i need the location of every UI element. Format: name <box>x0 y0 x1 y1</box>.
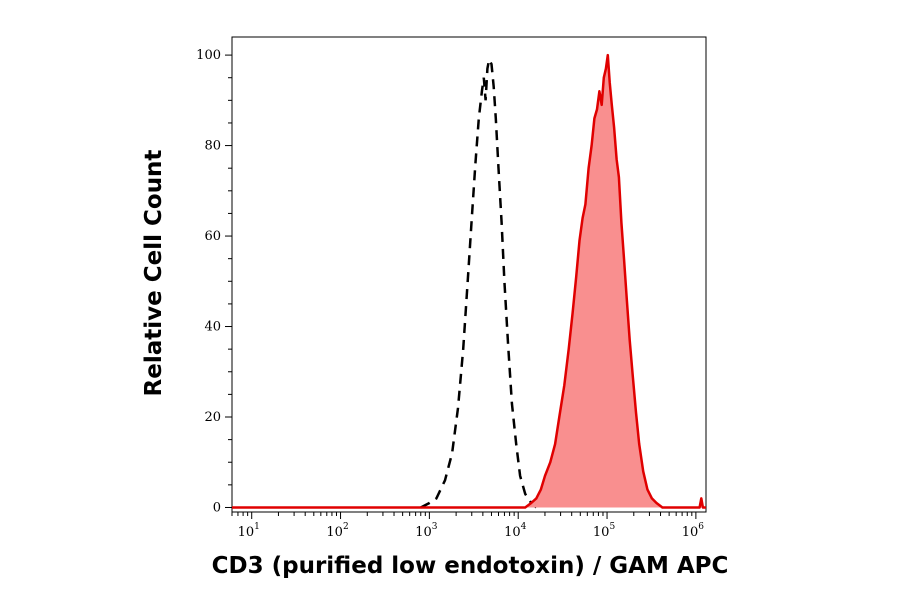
x-tick-label: 106 <box>682 522 705 540</box>
series-1-area <box>232 55 706 508</box>
y-axis: 0 20 40 60 80 100 <box>196 48 232 515</box>
x-tick-label: 101 <box>238 522 260 540</box>
y-tick-label: 0 <box>213 500 221 515</box>
series-layer <box>232 53 706 509</box>
y-tick-label: 40 <box>204 320 221 335</box>
x-tick-label: 104 <box>504 522 527 540</box>
y-tick-label: 20 <box>204 410 221 425</box>
series-1-line <box>232 53 706 509</box>
y-tick-label: 80 <box>204 139 221 154</box>
x-tick-label: 103 <box>415 522 438 540</box>
series-0-line <box>420 55 538 509</box>
y-tick-label: 60 <box>204 229 221 244</box>
x-axis: 101 102 103 104 105 106 <box>231 512 705 540</box>
y-tick-label: 100 <box>196 48 221 63</box>
plot-frame <box>231 36 707 513</box>
x-tick-label: 105 <box>593 522 616 540</box>
y-axis-title: Relative Cell Count <box>141 150 167 397</box>
x-axis-title: CD3 (purified low endotoxin) / GAM APC <box>212 553 729 579</box>
x-tick-label: 102 <box>326 522 348 540</box>
